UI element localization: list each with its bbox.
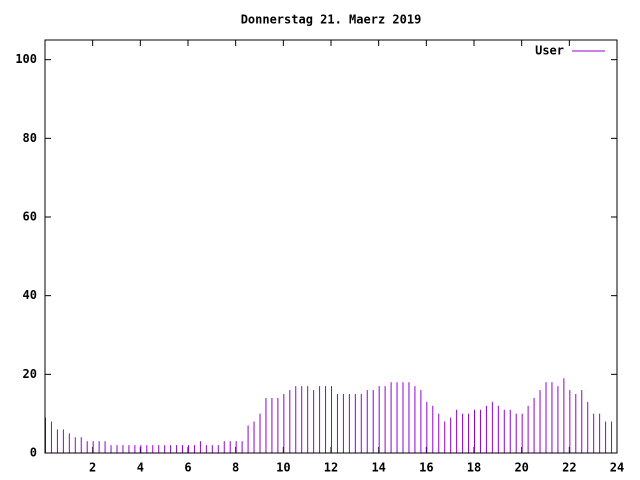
y-tick-label: 100 <box>15 52 37 66</box>
chart-title: Donnerstag 21. Maerz 2019 <box>241 13 422 27</box>
legend-label: User <box>535 44 564 58</box>
x-tick-label: 16 <box>419 461 433 475</box>
plot-border <box>44 39 618 454</box>
x-tick-label: 6 <box>184 461 191 475</box>
x-tick-label: 2 <box>89 461 96 475</box>
x-tick-label: 22 <box>562 461 576 475</box>
x-tick-label: 24 <box>610 461 624 475</box>
x-tick-label: 14 <box>371 461 385 475</box>
y-tick-label: 40 <box>23 288 37 302</box>
x-tick-label: 8 <box>232 461 239 475</box>
y-tick-label: 20 <box>23 367 37 381</box>
x-tick-label: 10 <box>276 461 290 475</box>
y-tick-label: 60 <box>23 210 37 224</box>
x-tick-label: 12 <box>324 461 338 475</box>
y-tick-label: 80 <box>23 131 37 145</box>
x-tick-label: 18 <box>467 461 481 475</box>
x-tick-label: 4 <box>137 461 144 475</box>
x-tick-label: 20 <box>514 461 528 475</box>
y-tick-label: 0 <box>30 446 37 460</box>
